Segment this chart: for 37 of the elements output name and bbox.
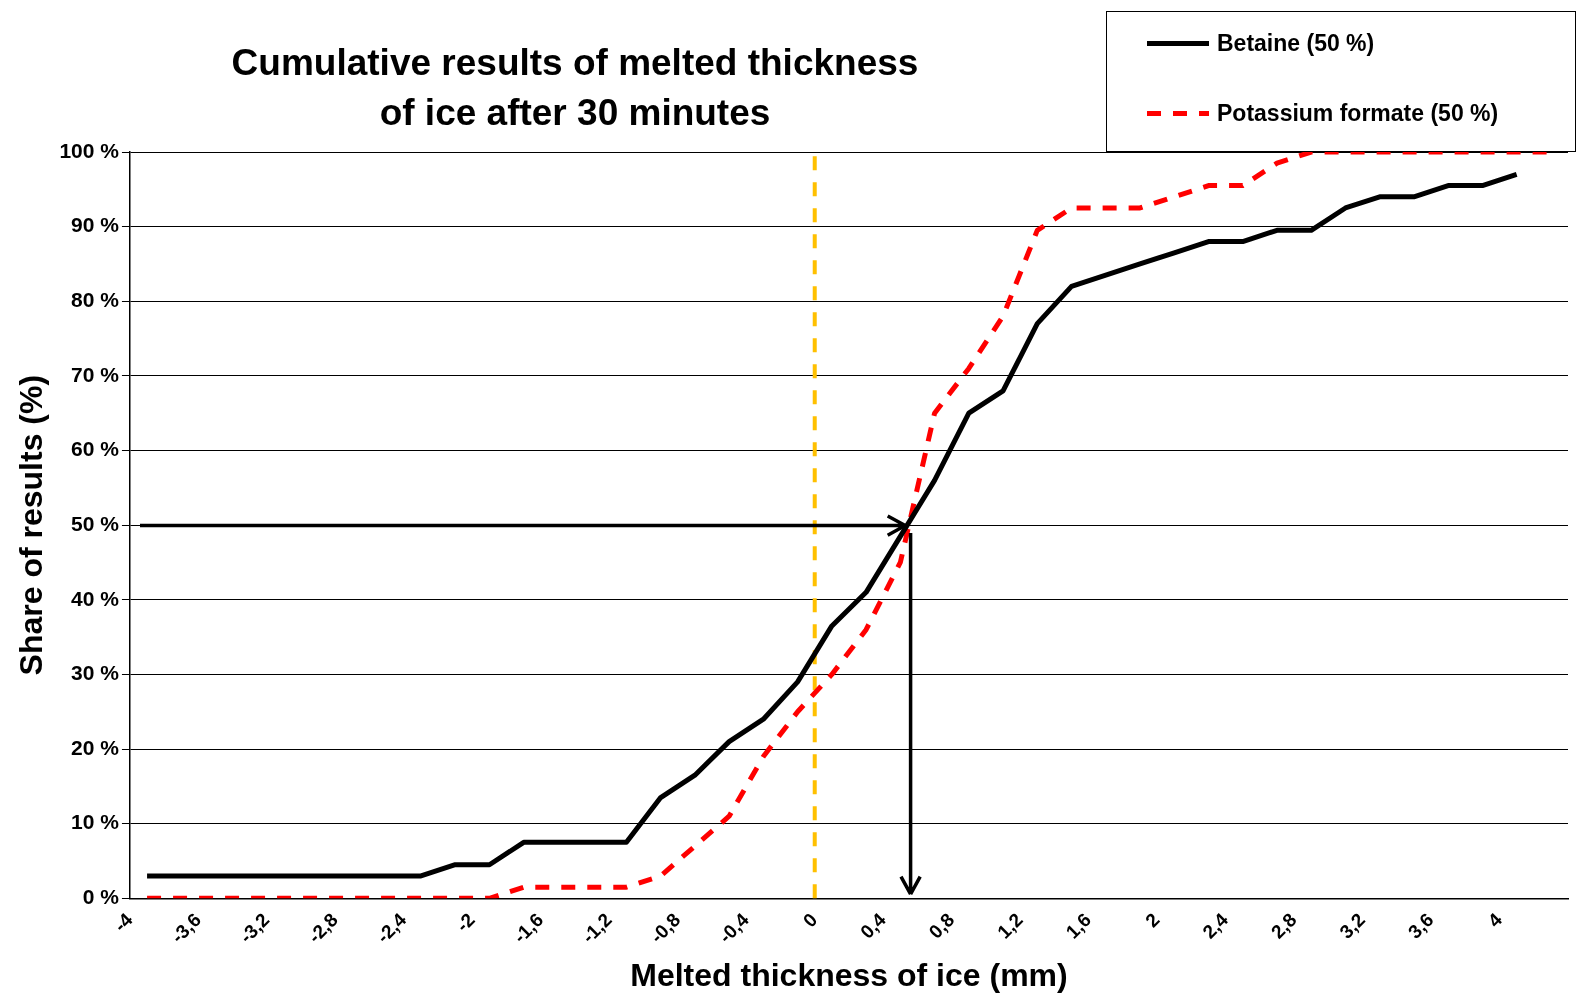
x-tick-label: -0,4: [714, 908, 754, 948]
x-tick-label: -2,8: [303, 909, 342, 948]
x-tick-label: 3,2: [1335, 909, 1370, 943]
y-tick-label: 50 %: [71, 511, 120, 535]
x-tick-label: -4: [109, 908, 137, 936]
x-tick-label: -2,4: [372, 908, 411, 948]
y-tick-label: 100 %: [59, 138, 120, 162]
y-tick-label: 70 %: [71, 362, 120, 386]
y-tick-label: 90 %: [71, 213, 120, 237]
y-axis-title: Share of results (%): [13, 374, 50, 676]
y-tick-label: 0 %: [82, 885, 120, 909]
y-tick-label: 60 %: [71, 437, 120, 461]
x-tick-label: -3,6: [166, 909, 205, 948]
x-tick-label: 0,8: [924, 909, 959, 943]
x-tick-label: -1,2: [577, 909, 616, 948]
x-tick-label: -1,6: [509, 909, 548, 948]
x-tick-label: 2: [1141, 909, 1164, 932]
x-tick-label: -0,8: [646, 909, 685, 948]
y-tick-label: 30 %: [71, 661, 120, 685]
x-tick-label: 1,2: [993, 909, 1027, 943]
y-tick-label: 20 %: [71, 735, 120, 759]
chart-title: Cumulative results of melted thickness of ice after 30 minutes: [230, 41, 920, 135]
x-tick-label: -2: [452, 909, 479, 936]
x-axis-title: Melted thickness of ice (mm): [630, 956, 1068, 993]
x-tick-label: 2,8: [1267, 909, 1301, 943]
x-tick-label: 3,6: [1404, 909, 1438, 943]
x-tick-label: 4: [1483, 908, 1507, 932]
x-tick-label: 2,4: [1198, 908, 1233, 943]
y-tick-label: 10 %: [71, 810, 120, 834]
x-tick-label: 1,6: [1061, 909, 1096, 943]
legend-label: Potassium formate (50 %): [1217, 100, 1499, 127]
y-tick-label: 40 %: [71, 586, 120, 610]
x-tick-label: 0: [798, 909, 822, 932]
x-tick-label: -3,2: [235, 909, 274, 948]
legend-label: Betaine (50 %): [1217, 30, 1375, 57]
x-tick-label: 0,4: [856, 908, 891, 943]
y-tick-label: 80 %: [71, 288, 120, 312]
